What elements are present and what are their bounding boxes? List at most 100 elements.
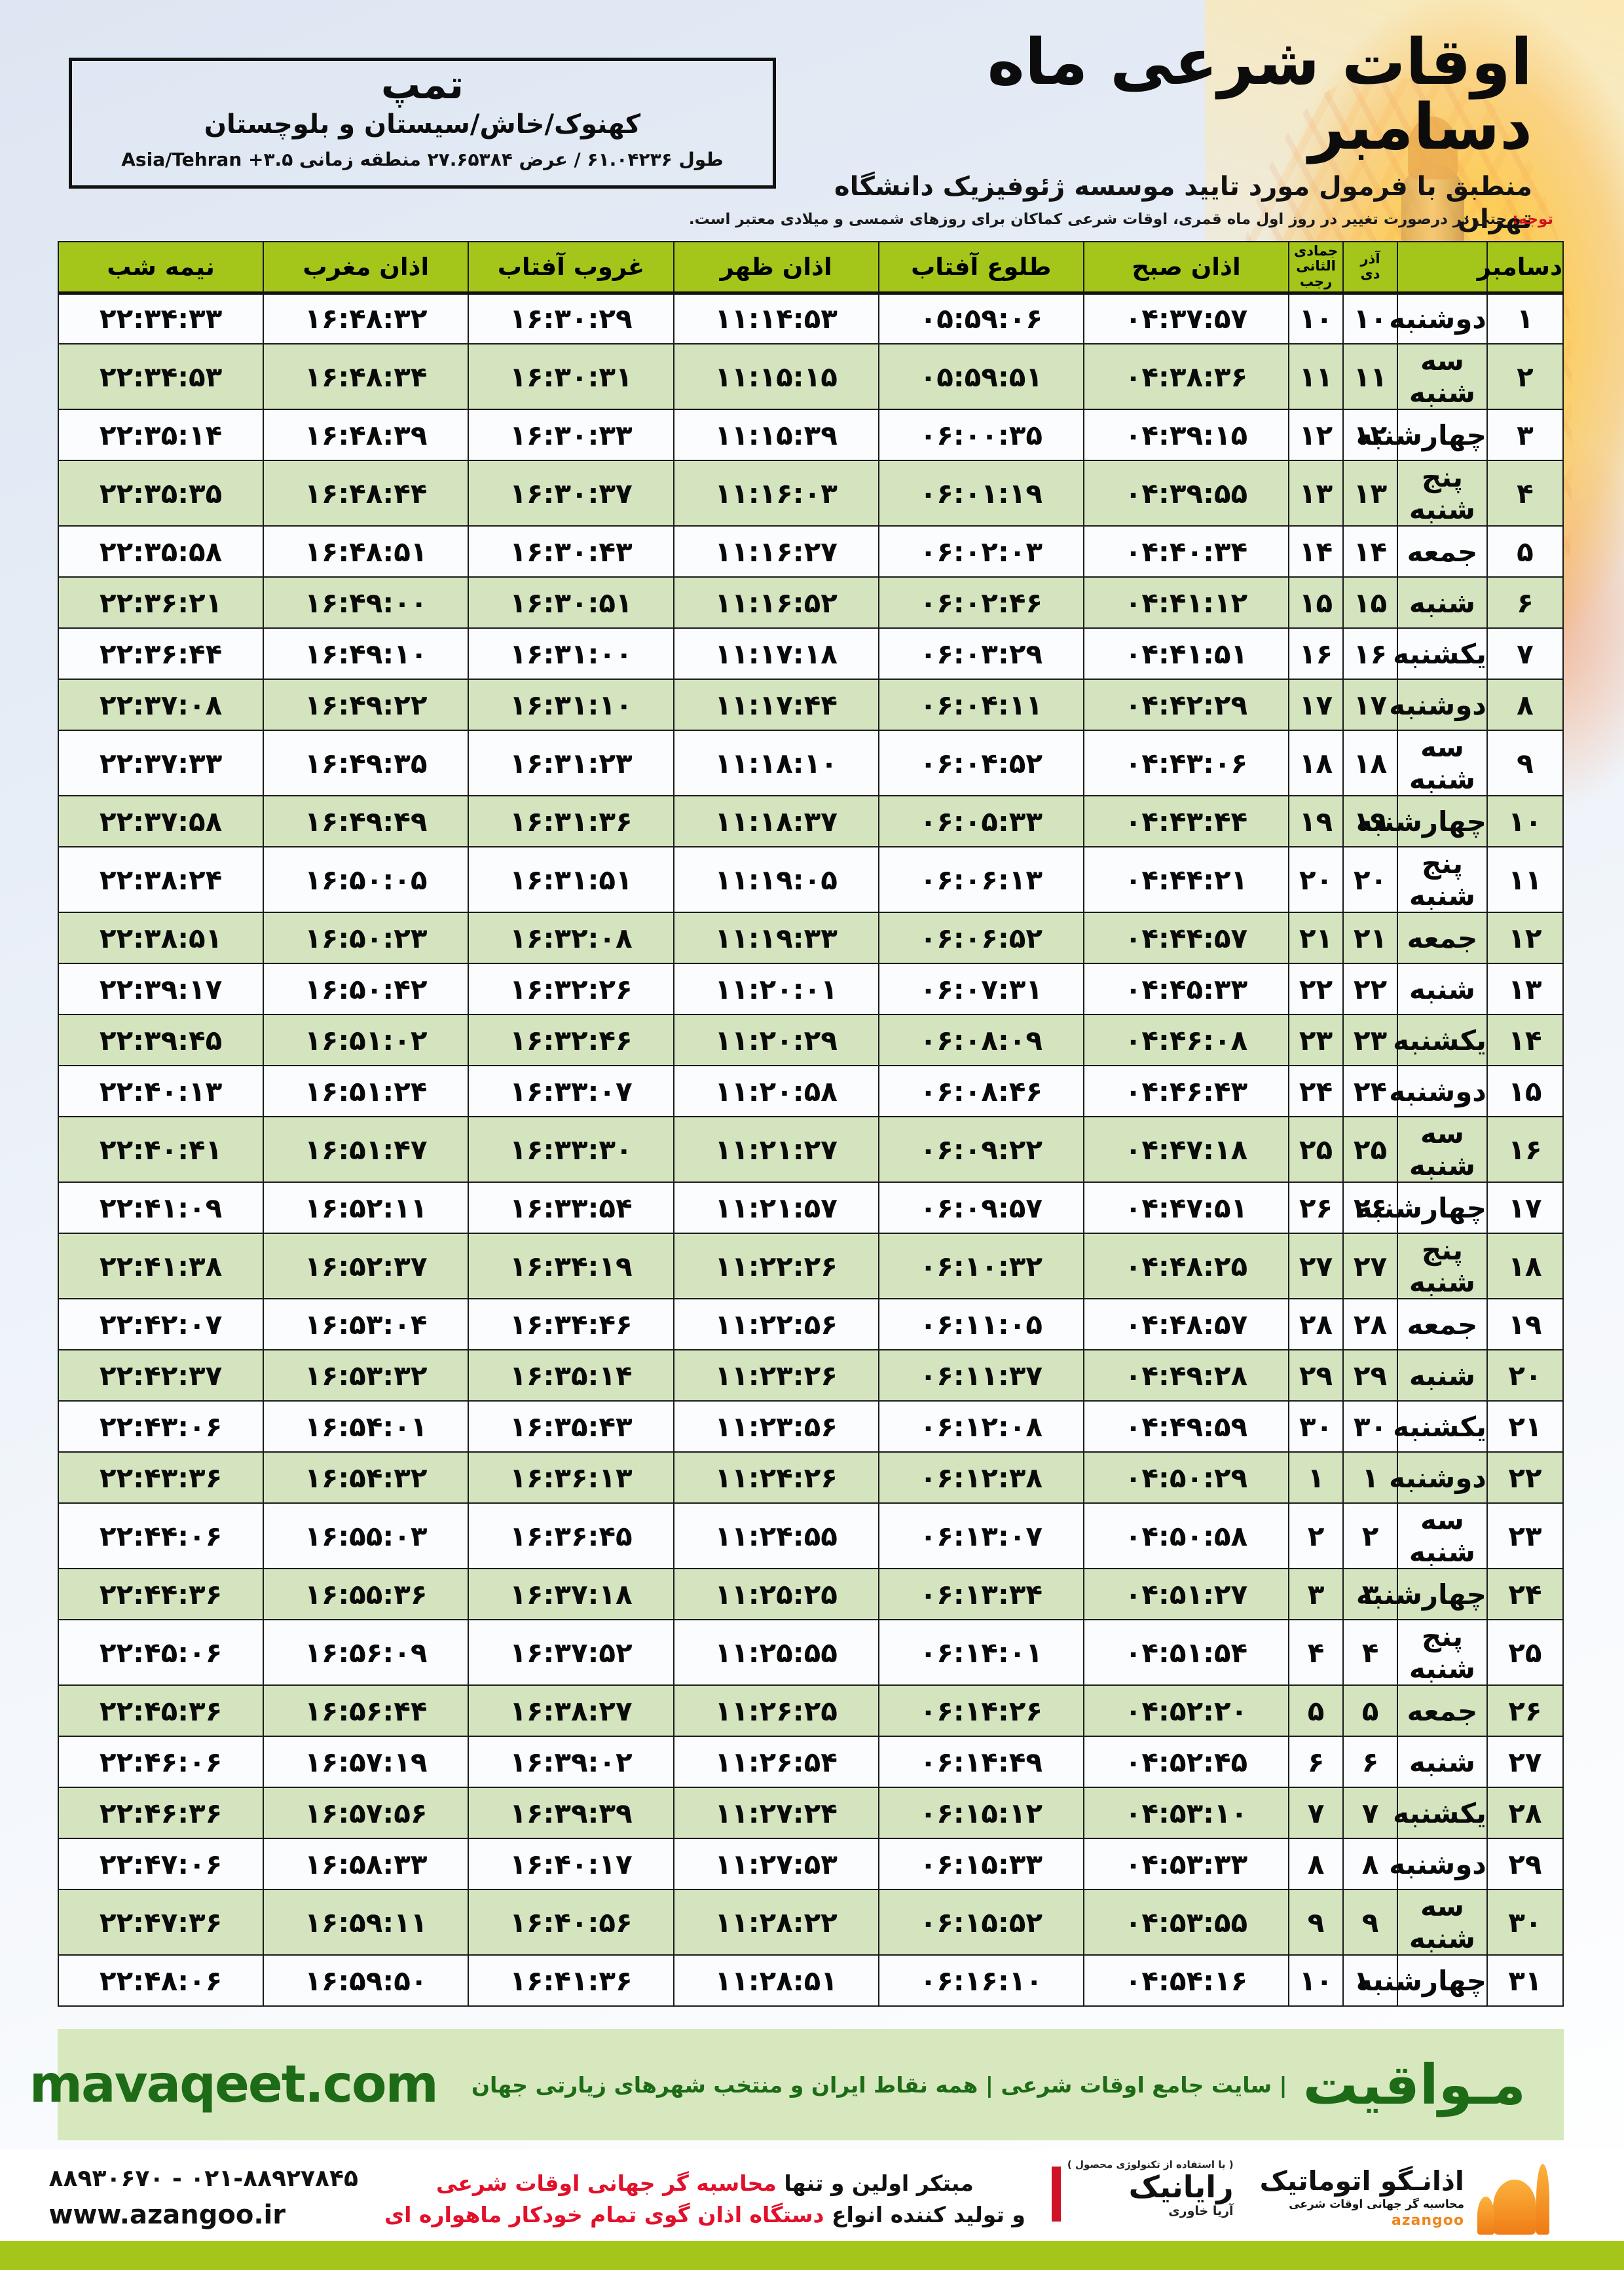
cell-persian-day: ۲۷ <box>1342 1233 1398 1299</box>
azangoo-name-en: azangoo <box>1391 2212 1464 2229</box>
table-row: ۲۷ شنبه ۶ ۶ ۰۴:۵۲:۴۵ ۰۶:۱۴:۴۹ ۱۱:۲۶:۵۴ ۱۶:۳۹:۰۲… <box>57 1736 1564 1788</box>
cell-hijri-day: ۵ <box>1288 1684 1344 1737</box>
header-hijri-month-bottom: رجب <box>1299 274 1333 289</box>
cell-persian-day: ۲۳ <box>1342 1014 1398 1066</box>
table-row: ۳ چهارشنبه ۱۲ ۱۲ ۰۴:۳۹:۱۵ ۰۶:۰۰:۳۵ ۱۱:۱۵:۳۹ ۱۶:… <box>57 409 1564 461</box>
cell-hijri-day: ۱۶ <box>1288 627 1344 680</box>
cell-fajr: ۰۴:۴۳:۴۴ <box>1082 795 1290 847</box>
cell-hijri-day: ۱۵ <box>1288 576 1344 629</box>
cell-fajr: ۰۴:۴۱:۵۱ <box>1082 627 1290 680</box>
cell-fajr: ۰۴:۴۰:۳۴ <box>1082 525 1290 578</box>
table-row: ۱۴ یکشنبه ۲۳ ۲۳ ۰۴:۴۶:۰۸ ۰۶:۰۸:۰۹ ۱۱:۲۰:۲۹ ۱۶:۳… <box>57 1014 1564 1066</box>
cell-dhuhr: ۱۱:۱۵:۳۹ <box>673 409 879 461</box>
rayanik-note: ( با استفاده از تکنولوژی محصول ) <box>1067 2159 1234 2170</box>
table-row: ۶ شنبه ۱۵ ۱۵ ۰۴:۴۱:۱۲ ۰۶:۰۲:۴۶ ۱۱:۱۶:۵۲ ۱۶:۳۰:۵… <box>57 576 1564 629</box>
claim-line-2-highlight: دستگاه اذان گوی تمام خودکار ماهواره ای <box>384 2201 824 2227</box>
cell-dhuhr: ۱۱:۱۴:۵۳ <box>673 292 879 344</box>
cell-weekday: شنبه <box>1396 963 1488 1015</box>
cell-midnight: ۲۲:۴۵:۳۶ <box>57 1684 265 1737</box>
cell-weekday: دوشنبه <box>1389 1838 1488 1890</box>
cell-midnight: ۲۲:۳۵:۱۴ <box>57 409 265 461</box>
cell-sunrise: ۰۶:۱۴:۴۹ <box>877 1736 1084 1788</box>
cell-midnight: ۲۲:۳۴:۳۳ <box>57 292 265 344</box>
table-row: ۵ جمعه ۱۴ ۱۴ ۰۴:۴۰:۳۴ ۰۶:۰۲:۰۳ ۱۱:۱۶:۲۷ ۱۶:۳۰:۴… <box>57 525 1564 578</box>
cell-dhuhr: ۱۱:۱۶:۰۳ <box>673 460 879 527</box>
cell-hijri-day: ۲۴ <box>1288 1065 1344 1117</box>
cell-dhuhr: ۱۱:۲۱:۲۷ <box>673 1116 879 1183</box>
table-row: ۱۹ جمعه ۲۸ ۲۸ ۰۴:۴۸:۵۷ ۰۶:۱۱:۰۵ ۱۱:۲۲:۵۶ ۱۶:۳۴:… <box>57 1298 1564 1350</box>
table-row: ۱۳ شنبه ۲۲ ۲۲ ۰۴:۴۵:۳۳ ۰۶:۰۷:۳۱ ۱۱:۲۰:۰۱ ۱۶:۳۲:… <box>57 963 1564 1015</box>
cell-sunrise: ۰۶:۰۹:۲۲ <box>877 1116 1084 1183</box>
cell-hijri-day: ۱ <box>1288 1451 1344 1504</box>
cell-midnight: ۲۲:۳۷:۵۸ <box>57 795 265 847</box>
cell-sunset: ۱۶:۳۶:۱۳ <box>468 1451 674 1504</box>
cell-fajr: ۰۴:۵۳:۱۰ <box>1082 1787 1290 1839</box>
cell-maghrib: ۱۶:۴۸:۳۹ <box>263 409 470 461</box>
cell-sunrise: ۰۶:۱۵:۱۲ <box>877 1787 1084 1839</box>
cell-midnight: ۲۲:۳۴:۵۳ <box>57 343 265 410</box>
cell-dhuhr: ۱۱:۲۸:۲۲ <box>673 1889 879 1956</box>
cell-sunrise: ۰۶:۰۵:۳۳ <box>877 795 1084 847</box>
table-row: ۱۱ پنج شنبه ۲۰ ۲۰ ۰۴:۴۴:۲۱ ۰۶:۰۶:۱۳ ۱۱:۱۹:۰۵ ۱۶… <box>57 846 1564 913</box>
cell-hijri-day: ۱۰ <box>1288 1954 1344 2007</box>
cell-maghrib: ۱۶:۵۵:۰۳ <box>263 1502 470 1569</box>
contact-website[interactable]: www.azangoo.ir <box>48 2200 286 2230</box>
cell-fajr: ۰۴:۳۸:۳۶ <box>1082 343 1290 410</box>
cell-weekday: سه شنبه <box>1396 343 1488 410</box>
cell-persian-day: ۱۳ <box>1342 460 1398 527</box>
footer-claim-text: مبتکر اولین و تنها محاسبه گر جهانی اوقات… <box>384 2159 1025 2231</box>
cell-persian-day: ۹ <box>1342 1889 1398 1956</box>
mavaqeet-url[interactable]: mavaqeet.com <box>29 2055 439 2114</box>
cell-gregorian-day: ۷ <box>1486 627 1564 680</box>
cell-sunrise: ۰۶:۰۶:۵۲ <box>877 912 1084 964</box>
cell-hijri-day: ۱۹ <box>1288 795 1344 847</box>
cell-weekday: شنبه <box>1396 1349 1488 1402</box>
cell-gregorian-day: ۶ <box>1486 576 1564 629</box>
cell-sunrise: ۰۶:۰۸:۰۹ <box>877 1014 1084 1066</box>
cell-sunset: ۱۶:۳۲:۰۸ <box>468 912 674 964</box>
cell-gregorian-day: ۲۴ <box>1486 1568 1564 1620</box>
table-header-row: دسامبر آذر دی جمادی الثانی رجب <box>57 241 1564 295</box>
cell-gregorian-day: ۹ <box>1486 730 1564 796</box>
table-row: ۱۰ چهارشنبه ۱۹ ۱۹ ۰۴:۴۳:۴۴ ۰۶:۰۵:۳۳ ۱۱:۱۸:۳۷ ۱۶… <box>57 795 1564 847</box>
cell-sunrise: ۰۶:۱۰:۳۲ <box>877 1233 1084 1299</box>
cell-midnight: ۲۲:۳۷:۳۳ <box>57 730 265 796</box>
cell-maghrib: ۱۶:۵۳:۰۴ <box>263 1298 470 1350</box>
disclaimer-note: توجه: حتی در درصورت تغییر در روز اول ماه… <box>0 211 1565 228</box>
cell-maghrib: ۱۶:۴۸:۴۴ <box>263 460 470 527</box>
cell-weekday: چهارشنبه <box>1356 1954 1488 2007</box>
cell-sunset: ۱۶:۳۰:۵۱ <box>468 576 674 629</box>
cell-weekday: چهارشنبه <box>1356 409 1488 461</box>
cell-gregorian-day: ۲۵ <box>1486 1619 1564 1686</box>
mavaqeet-tagline: | سایت جامع اوقات شرعی | همه نقاط ایران … <box>471 2072 1287 2098</box>
cell-gregorian-day: ۱۳ <box>1486 963 1564 1015</box>
cell-dhuhr: ۱۱:۲۶:۵۴ <box>673 1736 879 1788</box>
cell-dhuhr: ۱۱:۲۸:۵۱ <box>673 1954 879 2007</box>
azangoo-logo: اذانـگو اتوماتیک محاسبه گر جهانی اوقات ش… <box>1260 2159 1552 2237</box>
header-midnight: نیمه شب <box>57 241 265 295</box>
cell-persian-day: ۸ <box>1342 1838 1398 1890</box>
cell-midnight: ۲۲:۴۶:۰۶ <box>57 1736 265 1788</box>
cell-weekday: جمعه <box>1396 1298 1488 1350</box>
page-title: اوقات شرعی ماه دسامبر <box>987 25 1533 164</box>
cell-midnight: ۲۲:۴۷:۰۶ <box>57 1838 265 1890</box>
cell-gregorian-day: ۲۷ <box>1486 1736 1564 1788</box>
table-row: ۱۲ جمعه ۲۱ ۲۱ ۰۴:۴۴:۵۷ ۰۶:۰۶:۵۲ ۱۱:۱۹:۳۳ ۱۶:۳۲:… <box>57 912 1564 964</box>
cell-hijri-day: ۶ <box>1288 1736 1344 1788</box>
azangoo-subtitle: محاسبه گر جهانی اوقات شرعی <box>1289 2197 1464 2211</box>
cell-maghrib: ۱۶:۴۸:۵۱ <box>263 525 470 578</box>
cell-sunrise: ۰۶:۰۲:۰۳ <box>877 525 1084 578</box>
cell-midnight: ۲۲:۳۷:۰۸ <box>57 679 265 731</box>
cell-midnight: ۲۲:۳۹:۱۷ <box>57 963 265 1015</box>
cell-dhuhr: ۱۱:۱۸:۳۷ <box>673 795 879 847</box>
cell-sunrise: ۰۶:۱۳:۰۷ <box>877 1502 1084 1569</box>
table-row: ۲۲ دوشنبه ۱ ۱ ۰۴:۵۰:۲۹ ۰۶:۱۲:۳۸ ۱۱:۲۴:۲۶ ۱۶:۳۶:… <box>57 1451 1564 1504</box>
cell-fajr: ۰۴:۴۹:۲۸ <box>1082 1349 1290 1402</box>
cell-gregorian-day: ۴ <box>1486 460 1564 527</box>
cell-dhuhr: ۱۱:۲۷:۵۳ <box>673 1838 879 1890</box>
cell-fajr: ۰۴:۵۲:۲۰ <box>1082 1684 1290 1737</box>
cell-hijri-day: ۷ <box>1288 1787 1344 1839</box>
cell-weekday: شنبه <box>1396 576 1488 629</box>
cell-persian-day: ۲۱ <box>1342 912 1398 964</box>
cell-weekday: سه شنبه <box>1396 1116 1488 1183</box>
